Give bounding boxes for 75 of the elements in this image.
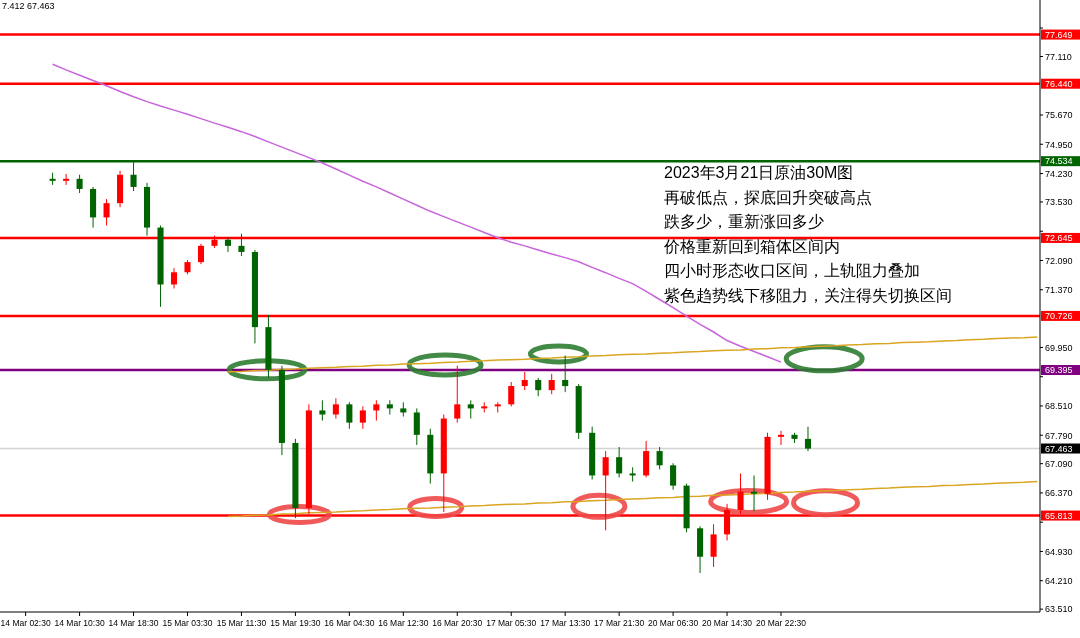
ref-line-label: 77.649 [1045, 29, 1073, 40]
annotation: 价格重新回到箱体区间内 [663, 237, 840, 255]
candlestick [319, 399, 326, 422]
y-tick-label: 73.530 [1045, 197, 1073, 208]
candlestick [359, 405, 366, 430]
x-tick-label: 16 Mar 20:30 [432, 618, 483, 628]
annotation: 2023年3月21日原油30M图 [664, 164, 854, 181]
candlestick [197, 243, 205, 265]
line-series [227, 480, 1039, 518]
candlestick [332, 397, 339, 420]
x-tick-label: 17 Mar 21:30 [594, 618, 645, 628]
candlestick [76, 174, 83, 194]
candlestick [562, 355, 569, 393]
ref-line-label: 70.726 [1045, 311, 1073, 322]
x-tick-label: 14 Mar 18:30 [108, 618, 159, 628]
candlestick [467, 399, 474, 420]
ref-line-label: 76.440 [1045, 79, 1073, 90]
ref-line-label: 69.395 [1045, 365, 1073, 376]
x-tick-label: 15 Mar 19:30 [270, 618, 321, 628]
ref-line-label: 65.813 [1045, 510, 1073, 521]
x-tick-label: 20 Mar 22:30 [755, 618, 807, 628]
candlestick [804, 426, 812, 452]
x-tick-label: 15 Mar 03:30 [162, 618, 213, 628]
annotation: 7.412 67.463 [2, 1, 55, 11]
line-series [227, 336, 1039, 373]
y-tick-label: 74.230 [1045, 168, 1073, 179]
candlestick [508, 381, 515, 407]
y-tick-label: 63.510 [1045, 604, 1073, 615]
candlestick [710, 523, 717, 568]
y-tick-label: 72.090 [1045, 255, 1073, 266]
annotation: 跌多少，重新涨回多少 [664, 213, 824, 230]
y-tick-label: 68.510 [1045, 401, 1073, 412]
y-tick-label: 69.950 [1045, 342, 1073, 353]
candlestick [670, 462, 677, 491]
y-tick-label: 67.790 [1045, 430, 1073, 441]
ref-line-label: 67.463 [1045, 443, 1073, 454]
candlestick [170, 267, 178, 290]
ref-line-label: 72.645 [1045, 233, 1073, 244]
candlestick [751, 474, 758, 512]
candlestick [548, 373, 555, 395]
y-tick-label: 66.370 [1045, 488, 1073, 499]
y-tick-label: 64.210 [1045, 576, 1073, 587]
candlestick [777, 430, 785, 446]
candlestick [63, 173, 70, 186]
ref-line-label: 74.534 [1045, 156, 1073, 167]
y-tick-label: 77.110 [1045, 51, 1072, 62]
candlestick [373, 399, 380, 422]
candlestick [103, 198, 110, 227]
x-tick-label: 16 Mar 12:30 [378, 618, 429, 628]
annotation: 四小时形态收口区间，上轨阻力叠加 [664, 262, 920, 279]
x-tick-label: 14 Mar 02:30 [0, 618, 51, 628]
annotation: 再破低点，探底回升突破高点 [664, 188, 872, 206]
candlestick [454, 365, 461, 424]
candlestick [238, 233, 245, 257]
x-tick-label: 20 Mar 06:30 [648, 618, 699, 628]
x-tick-label: 20 Mar 14:30 [702, 618, 753, 628]
x-tick-label: 17 Mar 13:30 [540, 618, 591, 628]
x-tick-label: 14 Mar 10:30 [54, 618, 105, 628]
x-tick-label: 17 Mar 05:30 [486, 618, 537, 628]
candlestick [521, 371, 528, 391]
y-tick-label: 74.950 [1045, 139, 1073, 150]
candlestick [346, 401, 353, 430]
y-tick-label: 64.930 [1045, 546, 1073, 557]
candlestick [616, 446, 623, 478]
candlestick [629, 466, 636, 483]
x-tick-label: 15 Mar 11:30 [216, 618, 267, 628]
annotation: 紫色趋势线下移阻力，关注得失切换区间 [664, 286, 952, 304]
y-tick-label: 75.670 [1045, 110, 1073, 121]
y-tick-label: 71.370 [1045, 285, 1073, 296]
candlestick [224, 237, 231, 253]
x-tick-label: 16 Mar 04:30 [324, 618, 375, 628]
candlestick [656, 446, 663, 470]
candlestick [535, 377, 542, 397]
candlestick [413, 407, 420, 446]
y-tick-label: 67.090 [1045, 458, 1073, 469]
